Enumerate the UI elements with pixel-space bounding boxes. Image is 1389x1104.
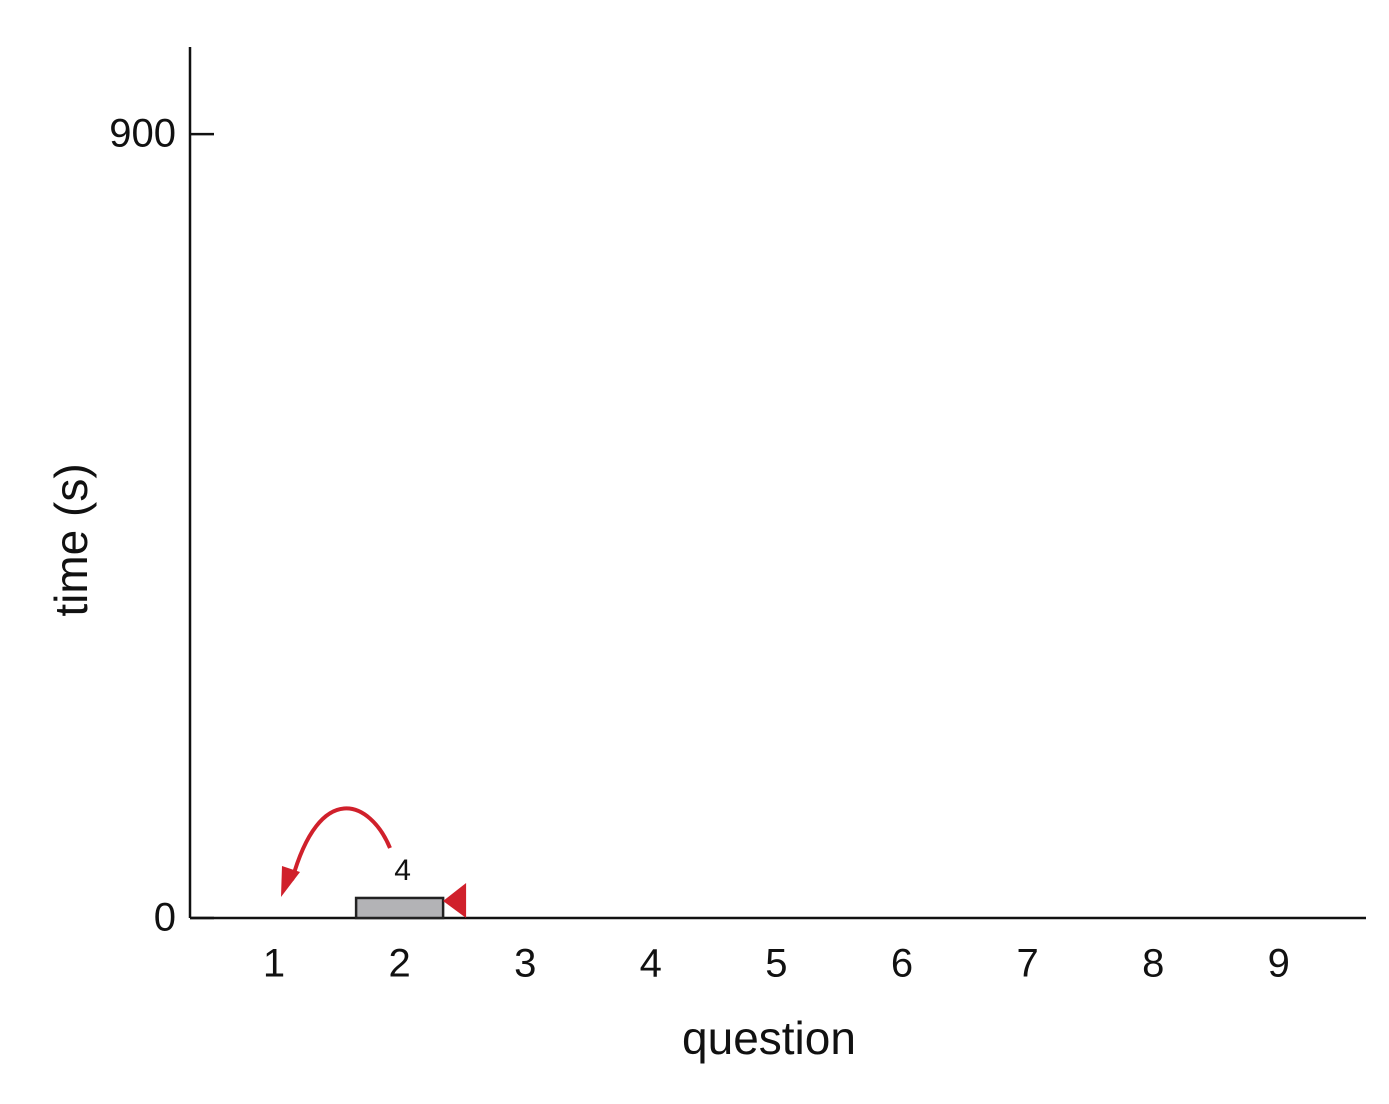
x-tick-label: 7 — [1016, 942, 1038, 986]
y-tick-label: 0 — [154, 896, 176, 940]
annotation: 4 — [394, 854, 411, 887]
x-tick-label: 6 — [891, 942, 913, 986]
x-tick-label: 2 — [388, 942, 410, 986]
x-axis-label: question — [682, 1012, 856, 1064]
back-arrow-head — [281, 866, 300, 897]
back-arrow — [290, 806, 392, 881]
y-tick-label: 900 — [109, 112, 176, 156]
x-tick-label: 5 — [765, 942, 787, 986]
bar — [354, 896, 445, 920]
x-tick-label: 8 — [1142, 942, 1164, 986]
x-tick-label: 3 — [514, 942, 536, 986]
y-axis-label: time (s) — [45, 463, 97, 616]
x-tick-label: 4 — [640, 942, 662, 986]
x-tick-label: 9 — [1268, 942, 1290, 986]
x-tick-label: 1 — [263, 942, 285, 986]
current-marker — [443, 882, 467, 918]
